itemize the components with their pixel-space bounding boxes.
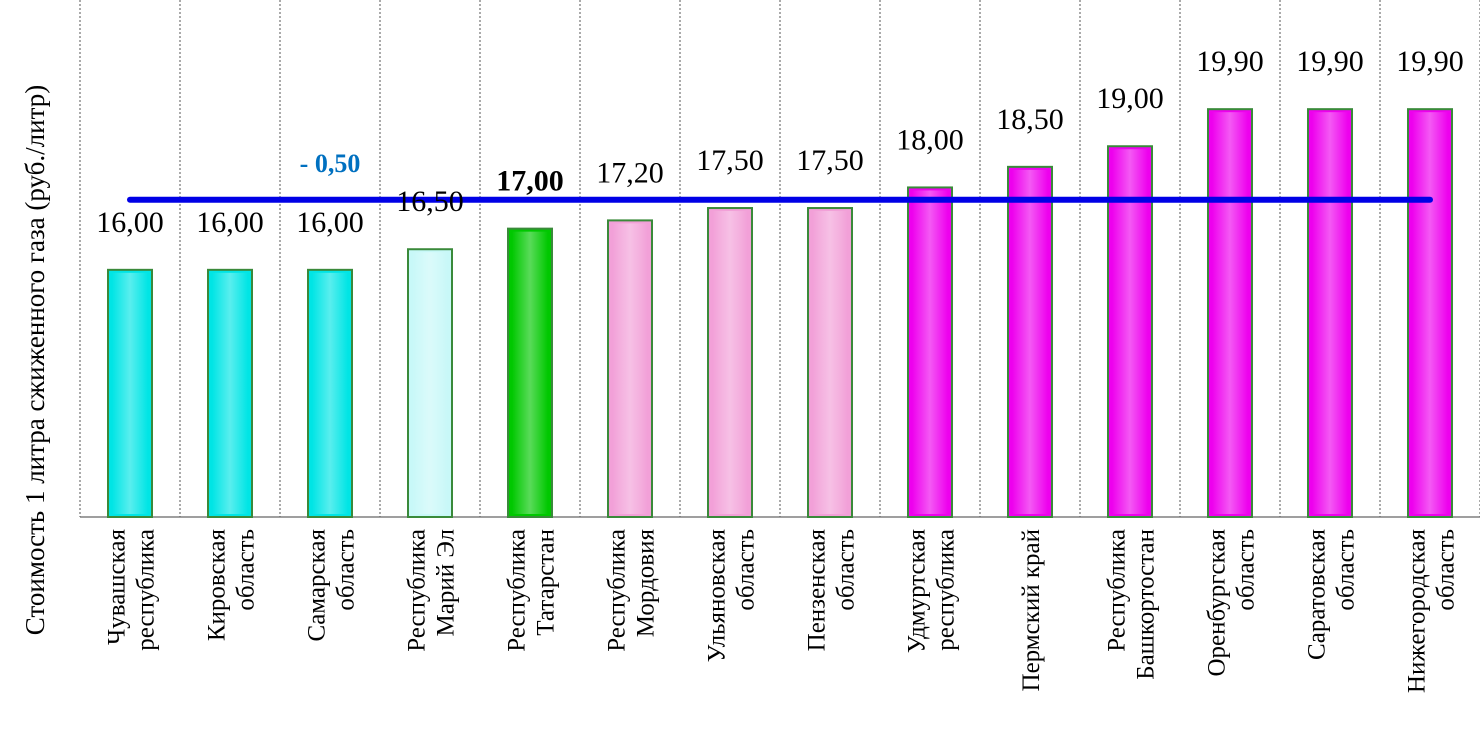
category-label-line: Марий Эл	[433, 529, 460, 636]
category-label-line: республика	[133, 529, 160, 651]
bar	[307, 268, 353, 518]
bar-highlight	[1112, 149, 1148, 514]
bar-highlight	[812, 211, 848, 514]
category-label: Самарскаяобласть	[304, 529, 360, 642]
bar	[207, 268, 253, 518]
category-label: Пермский край	[1018, 529, 1045, 691]
category-label-line: республика	[933, 529, 960, 651]
category-label-line: Оренбургская	[1204, 529, 1231, 677]
y-axis-label: Стоимость 1 литра сжиженного газа (руб./…	[20, 85, 50, 635]
category-label-line: Пензенская	[804, 529, 831, 652]
bar-highlight	[1012, 169, 1048, 514]
category-label: Оренбургскаяобласть	[1204, 529, 1260, 677]
bar-highlight	[312, 272, 348, 514]
category-label-line: область	[733, 529, 760, 611]
category-label-line: Мордовия	[633, 529, 660, 638]
category-label-line: Нижегородская	[1404, 528, 1431, 693]
data-label: 18,00	[896, 123, 964, 156]
category-label-line: Башкортостан	[1133, 529, 1160, 680]
category-label-line: Чувашская	[104, 529, 131, 646]
vertical-gridlines	[79, 0, 1480, 517]
bar	[507, 227, 553, 519]
category-label-line: Удмуртская	[904, 529, 931, 654]
data-label: 16,00	[296, 206, 364, 239]
bar-highlight	[912, 190, 948, 515]
category-label: РеспубликаМордовия	[604, 529, 660, 652]
category-label-line: Ульяновская	[704, 529, 731, 663]
bar	[907, 186, 953, 519]
category-label-line: область	[333, 529, 360, 611]
category-label-line: область	[833, 529, 860, 611]
data-label: 18,50	[996, 103, 1064, 136]
bar	[607, 219, 653, 519]
data-label: 17,50	[796, 144, 864, 177]
category-label-line: Республика	[604, 529, 631, 652]
category-label-line: Татарстан	[533, 529, 560, 636]
data-label: 19,90	[1196, 45, 1264, 78]
bar-highlight	[612, 223, 648, 515]
bar	[1307, 108, 1353, 518]
category-label: Саратовскаяобласть	[1304, 529, 1360, 660]
category-label: РеспубликаТатарстан	[504, 529, 560, 652]
data-label: 17,20	[596, 156, 664, 189]
bar-highlight	[512, 231, 548, 514]
category-label: РеспубликаБашкортостан	[1104, 529, 1160, 680]
value-labels: 16,00 16,00 16,00 16,50 17,00 17,20 17,50 17,50…	[96, 45, 1464, 239]
category-label: РеспубликаМарий Эл	[404, 529, 460, 652]
bar	[1107, 145, 1153, 518]
data-label: 16,00	[196, 206, 264, 239]
bar	[1007, 165, 1053, 518]
annotation-delta: - 0,50	[300, 149, 361, 178]
category-label-line: область	[233, 529, 260, 611]
category-label-line: Саратовская	[1304, 529, 1331, 660]
data-label: 17,00	[496, 165, 564, 198]
bar-highlight	[1212, 112, 1248, 514]
category-label-line: Кировская	[204, 529, 231, 642]
bar-highlight	[412, 252, 448, 514]
data-label: 17,50	[696, 144, 764, 177]
bar-highlight	[212, 272, 248, 514]
category-label-line: область	[1233, 529, 1260, 611]
bar	[1207, 108, 1253, 518]
bar	[707, 207, 753, 518]
category-label-line: Республика	[1104, 529, 1131, 652]
category-labels: Чувашскаяреспублика Кировскаяобласть Самар…	[104, 528, 1460, 693]
bar-highlight	[112, 272, 148, 514]
bar	[107, 268, 153, 518]
category-label: Кировскаяобласть	[204, 529, 260, 642]
data-label: 16,00	[96, 206, 164, 239]
bars	[107, 108, 1453, 519]
data-label: 19,00	[1096, 82, 1164, 115]
bar	[1407, 108, 1453, 518]
category-label-line: Республика	[404, 529, 431, 652]
category-label-line: Самарская	[304, 529, 331, 642]
category-label-line: Республика	[504, 529, 531, 652]
bar-highlight	[1412, 112, 1448, 514]
category-label: Нижегородскаяобласть	[1404, 528, 1460, 693]
category-label: Пензенскаяобласть	[804, 529, 860, 652]
category-label-line: область	[1333, 529, 1360, 611]
category-label-line: область	[1433, 529, 1460, 611]
category-label: Чувашскаяреспублика	[104, 529, 160, 651]
category-label: Удмуртскаяреспублика	[904, 529, 960, 654]
category-label: Ульяновскаяобласть	[704, 529, 760, 663]
category-label-line: Пермский край	[1018, 529, 1045, 691]
bar	[407, 248, 453, 518]
bar-highlight	[712, 211, 748, 514]
bar	[807, 207, 853, 518]
data-label: 19,90	[1296, 45, 1364, 78]
data-label: 19,90	[1396, 45, 1464, 78]
data-label: 16,50	[396, 185, 464, 218]
bar-highlight	[1312, 112, 1348, 514]
